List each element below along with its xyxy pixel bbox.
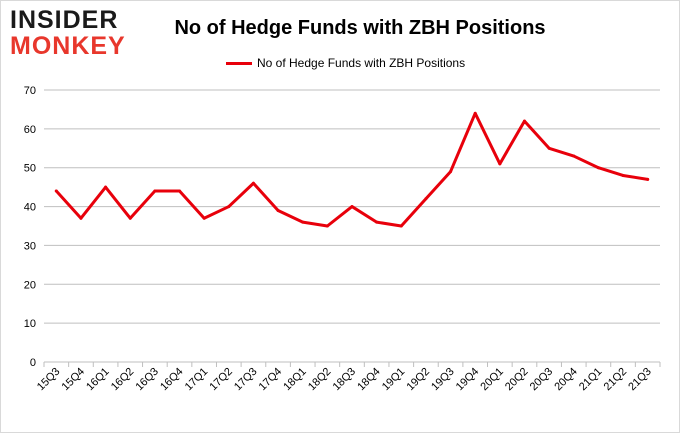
- data-point: [646, 177, 650, 181]
- data-point: [375, 220, 379, 224]
- x-tick-label: 19Q1: [380, 366, 408, 394]
- data-point: [227, 205, 231, 209]
- data-point: [572, 154, 576, 158]
- data-point: [473, 111, 477, 115]
- data-point: [522, 119, 526, 123]
- chart-title: No of Hedge Funds with ZBH Positions: [174, 17, 546, 39]
- x-tick-label: 20Q3: [528, 366, 556, 394]
- logo-line-1: INSIDER: [10, 6, 119, 34]
- x-tick-label: 16Q2: [109, 366, 137, 394]
- series-line: [54, 111, 650, 228]
- x-tick-label: 19Q4: [454, 366, 482, 394]
- x-tick-label: 16Q3: [133, 366, 161, 394]
- x-tick-label: 21Q2: [602, 366, 630, 394]
- data-point: [547, 146, 551, 150]
- data-point: [399, 224, 403, 228]
- x-tick-label: 16Q1: [84, 366, 112, 394]
- data-point: [325, 224, 329, 228]
- data-point: [498, 162, 502, 166]
- y-tick-label: 0: [30, 357, 36, 369]
- x-tick-label: 18Q2: [306, 366, 334, 394]
- data-point: [79, 216, 83, 220]
- data-point: [596, 166, 600, 170]
- x-tick-label: 16Q4: [158, 366, 186, 394]
- x-tick-label: 17Q4: [257, 366, 285, 394]
- x-tick-label: 17Q3: [232, 366, 260, 394]
- logo-line-2: MONKEY: [10, 32, 126, 60]
- x-tick-label: 18Q4: [355, 366, 383, 394]
- data-point: [178, 189, 182, 193]
- data-point: [301, 220, 305, 224]
- x-tick-label: 20Q4: [552, 366, 580, 394]
- x-tick-label: 17Q2: [207, 366, 235, 394]
- data-point: [424, 197, 428, 201]
- x-tick-label: 15Q3: [35, 366, 63, 394]
- chart-legend: No of Hedge Funds with ZBH Positions: [226, 55, 465, 71]
- data-point: [276, 208, 280, 212]
- x-tick-label: 17Q1: [183, 366, 211, 394]
- y-tick-label: 20: [24, 279, 36, 291]
- legend-label: No of Hedge Funds with ZBH Positions: [257, 56, 466, 70]
- x-tick-label: 15Q4: [60, 366, 88, 394]
- x-tick-label: 18Q3: [331, 366, 359, 394]
- y-tick-label: 60: [24, 124, 36, 136]
- y-tick-label: 30: [24, 240, 36, 252]
- x-tick-label: 20Q2: [503, 366, 531, 394]
- y-tick-label: 40: [24, 202, 36, 214]
- x-tick-label: 19Q2: [405, 366, 433, 394]
- data-point: [153, 189, 157, 193]
- y-tick-label: 50: [24, 163, 36, 175]
- y-tick-label: 10: [24, 318, 36, 330]
- data-point: [202, 216, 206, 220]
- x-tick-label: 21Q3: [626, 366, 654, 394]
- data-point: [104, 185, 108, 189]
- data-point: [251, 181, 255, 185]
- data-point: [449, 170, 453, 174]
- insider-monkey-logo: INSIDER MONKEY: [10, 6, 128, 60]
- data-point: [128, 216, 132, 220]
- x-tick-label: 18Q1: [281, 366, 309, 394]
- data-point: [350, 205, 354, 209]
- y-tick-label: 70: [24, 85, 36, 97]
- x-tick-label: 21Q1: [577, 366, 605, 394]
- x-tick-label: 19Q3: [429, 366, 457, 394]
- legend-swatch: [226, 61, 252, 65]
- x-tick-label: 20Q1: [478, 366, 506, 394]
- data-point: [54, 189, 58, 193]
- data-point: [621, 173, 625, 177]
